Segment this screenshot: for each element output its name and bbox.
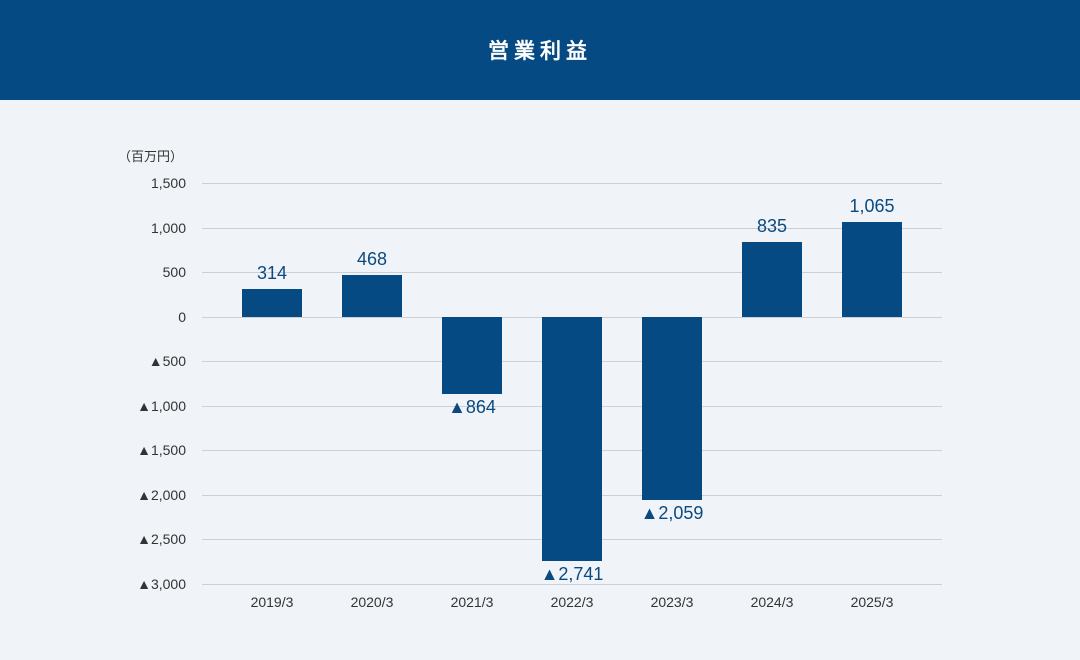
gridline — [202, 228, 942, 229]
y-tick-label: 1,500 — [150, 175, 186, 191]
gridline — [202, 272, 942, 273]
x-tick-label: 2024/3 — [750, 594, 794, 610]
y-tick-label: 500 — [162, 264, 186, 280]
bar-2025-3 — [842, 221, 902, 317]
y-tick-label: 1,000 — [150, 220, 186, 236]
y-tick-label: ▲3,000 — [137, 576, 186, 592]
gridline — [202, 584, 942, 585]
gridline — [202, 183, 942, 184]
value-label: 314 — [256, 262, 288, 283]
y-axis-unit-label: （百万円） — [118, 150, 184, 165]
chart-title: 営業利益 — [488, 39, 592, 63]
y-tick-label: ▲2,500 — [137, 531, 186, 547]
x-tick-label: 2019/3 — [250, 594, 294, 610]
y-tick-label: ▲1,000 — [137, 398, 186, 414]
x-tick-label: 2023/3 — [650, 594, 694, 610]
y-tick-label: ▲500 — [148, 353, 186, 369]
bar-2020-3 — [342, 274, 402, 317]
y-tick-label: ▲1,500 — [137, 442, 186, 458]
chart-header: 営業利益 — [0, 0, 1080, 100]
value-label: 468 — [356, 248, 388, 269]
bar-2023-3 — [642, 316, 702, 501]
x-tick-label: 2020/3 — [350, 594, 394, 610]
value-label: 1,065 — [849, 195, 895, 216]
y-tick-label: 0 — [178, 309, 186, 325]
value-label: ▲864 — [448, 396, 496, 417]
x-tick-label: 2021/3 — [450, 594, 494, 610]
value-label: ▲2,741 — [540, 563, 604, 584]
bar-2024-3 — [742, 242, 802, 317]
x-tick-label: 2025/3 — [850, 594, 894, 610]
bar-2019-3 — [242, 288, 302, 317]
y-tick-label: ▲2,000 — [137, 487, 186, 503]
value-label: ▲2,059 — [640, 503, 704, 524]
value-label: 835 — [756, 216, 788, 237]
bar-2021-3 — [442, 316, 502, 394]
x-tick-label: 2022/3 — [550, 594, 594, 610]
bar-2022-3 — [542, 316, 602, 561]
